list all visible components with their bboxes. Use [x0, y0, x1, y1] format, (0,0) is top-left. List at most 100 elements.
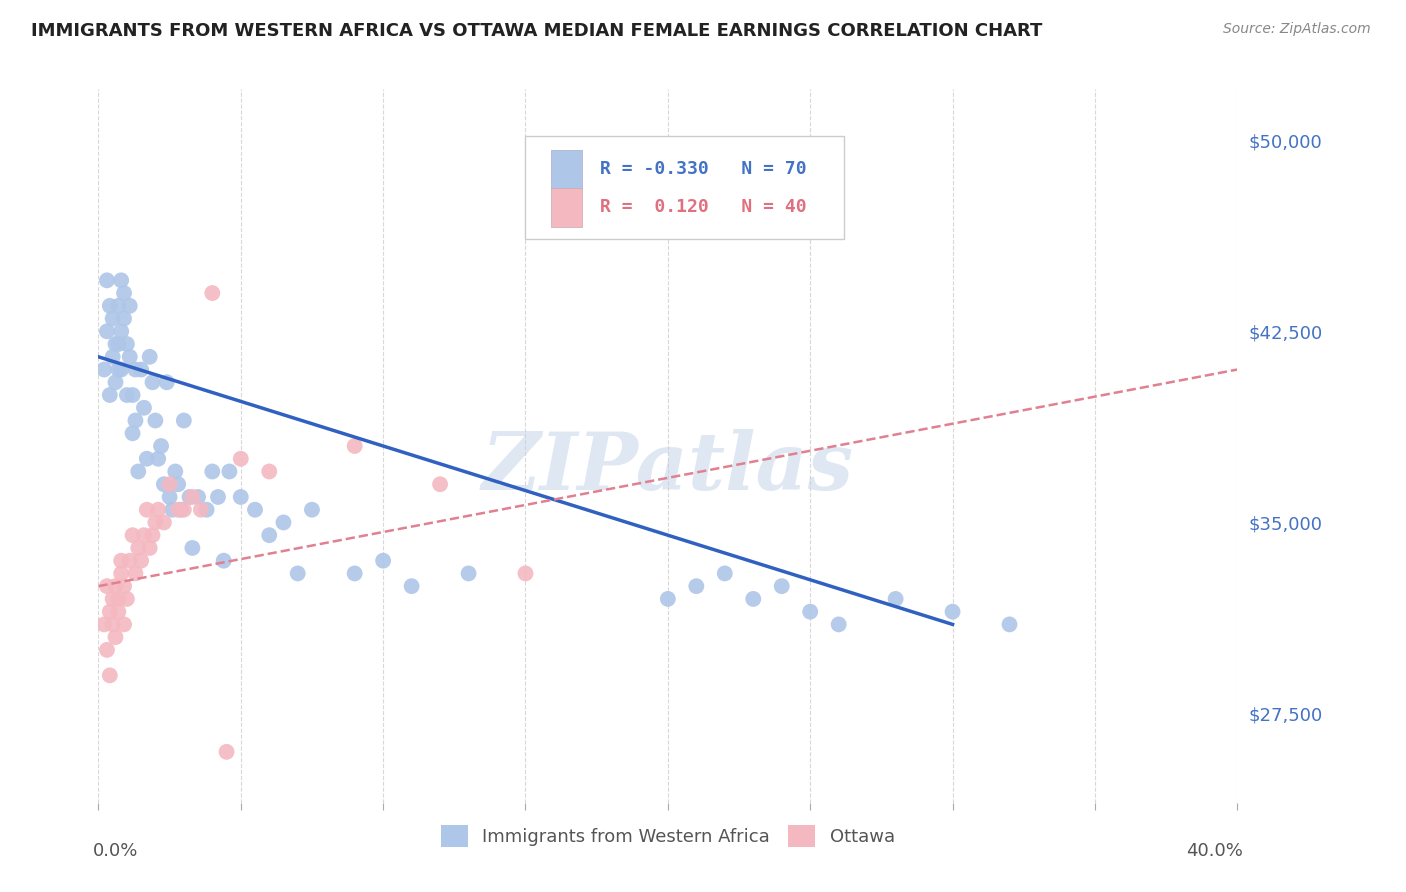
Point — [159, 490, 181, 504]
Point — [135, 502, 157, 516]
Point — [96, 579, 118, 593]
Point — [104, 376, 127, 390]
Point — [179, 490, 201, 504]
Point — [115, 591, 138, 606]
Point — [998, 617, 1021, 632]
Point — [187, 490, 209, 504]
FancyBboxPatch shape — [551, 187, 582, 227]
Point — [118, 350, 141, 364]
Point — [132, 528, 155, 542]
Point — [259, 528, 281, 542]
Point — [685, 579, 707, 593]
Point — [107, 362, 129, 376]
Point — [218, 465, 240, 479]
Point — [742, 591, 765, 606]
Point — [112, 286, 135, 301]
Point — [107, 591, 129, 606]
Point — [401, 579, 423, 593]
Point — [195, 502, 218, 516]
Point — [96, 324, 118, 338]
Point — [129, 362, 152, 376]
Point — [93, 617, 115, 632]
Point — [429, 477, 451, 491]
Point — [167, 477, 190, 491]
Point — [165, 465, 187, 479]
Point — [181, 541, 204, 555]
Point — [121, 426, 143, 441]
Point — [98, 605, 121, 619]
Point — [115, 388, 138, 402]
Point — [153, 477, 176, 491]
Point — [159, 477, 181, 491]
Point — [112, 579, 135, 593]
Point — [121, 388, 143, 402]
Point — [150, 439, 173, 453]
Point — [343, 439, 366, 453]
Point — [799, 605, 821, 619]
Point — [201, 465, 224, 479]
Point — [98, 299, 121, 313]
Point — [942, 605, 965, 619]
Point — [127, 541, 149, 555]
Point — [229, 490, 252, 504]
Point — [167, 502, 190, 516]
Point — [110, 362, 132, 376]
Point — [229, 451, 252, 466]
Point — [170, 502, 193, 516]
Point — [301, 502, 323, 516]
Point — [657, 591, 679, 606]
Point — [107, 605, 129, 619]
Text: Source: ZipAtlas.com: Source: ZipAtlas.com — [1223, 22, 1371, 37]
Point — [148, 502, 170, 516]
Point — [124, 362, 146, 376]
Point — [104, 630, 127, 644]
Point — [259, 465, 281, 479]
Point — [156, 376, 179, 390]
Point — [828, 617, 851, 632]
Point — [141, 528, 163, 542]
Point — [212, 554, 235, 568]
Point — [104, 579, 127, 593]
Point — [148, 451, 170, 466]
FancyBboxPatch shape — [551, 150, 582, 189]
Point — [110, 554, 132, 568]
Point — [343, 566, 366, 581]
Point — [110, 324, 132, 338]
Point — [243, 502, 266, 516]
Point — [96, 643, 118, 657]
Point — [118, 299, 141, 313]
Point — [101, 591, 124, 606]
Point — [138, 350, 160, 364]
Point — [884, 591, 907, 606]
Point — [714, 566, 737, 581]
Point — [101, 617, 124, 632]
Text: ZIPatlas: ZIPatlas — [482, 429, 853, 506]
Point — [101, 350, 124, 364]
Point — [124, 413, 146, 427]
Point — [110, 566, 132, 581]
Point — [162, 502, 184, 516]
Point — [373, 554, 395, 568]
Point — [112, 617, 135, 632]
Point — [153, 516, 176, 530]
Legend: Immigrants from Western Africa, Ottawa: Immigrants from Western Africa, Ottawa — [433, 818, 903, 855]
Point — [215, 745, 238, 759]
Point — [98, 388, 121, 402]
Point — [207, 490, 229, 504]
Point — [129, 554, 152, 568]
Point — [145, 516, 167, 530]
Point — [287, 566, 309, 581]
Point — [93, 362, 115, 376]
Point — [107, 337, 129, 351]
Point — [173, 413, 195, 427]
Point — [124, 566, 146, 581]
Text: 40.0%: 40.0% — [1187, 842, 1243, 860]
Point — [132, 401, 155, 415]
Text: R =  0.120   N = 40: R = 0.120 N = 40 — [599, 198, 806, 216]
Point — [101, 311, 124, 326]
Point — [98, 668, 121, 682]
Point — [141, 376, 163, 390]
Point — [118, 554, 141, 568]
Point — [127, 465, 149, 479]
FancyBboxPatch shape — [526, 136, 845, 239]
